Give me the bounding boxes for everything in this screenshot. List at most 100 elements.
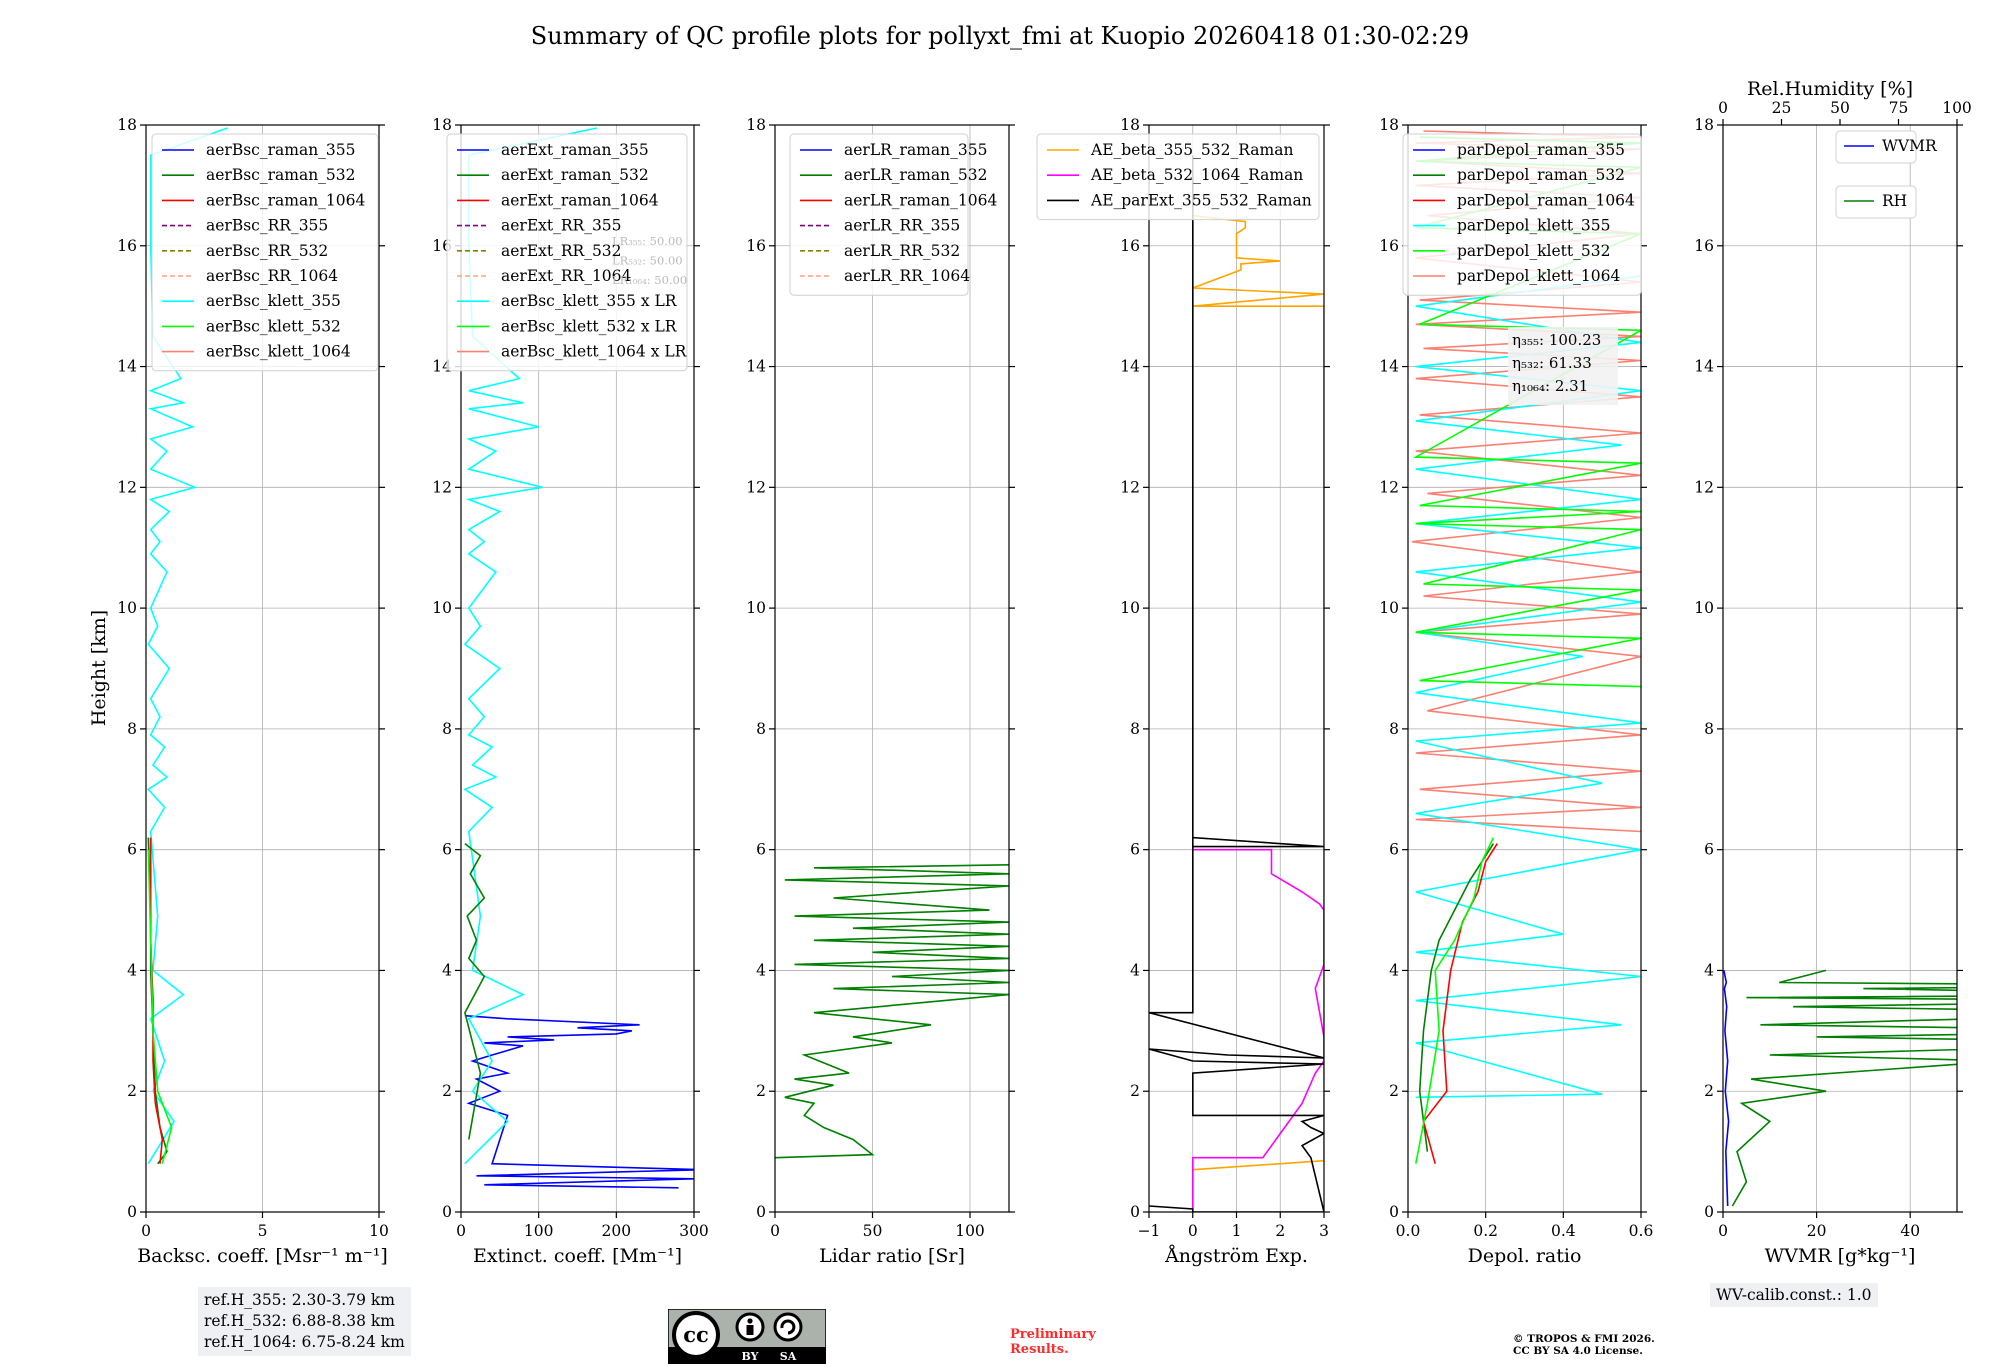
series-group <box>775 864 1009 1159</box>
x-tick-label: −1 <box>1138 1222 1161 1240</box>
y-tick-label: 2 <box>1389 1082 1399 1100</box>
y-tick-label: 12 <box>432 478 452 496</box>
annotation-text: LR₁₀₆₄: 50.00 <box>612 273 687 287</box>
legend-label: aerLR_raman_532 <box>844 166 987 184</box>
legend-box <box>789 133 969 296</box>
y-tick-label: 4 <box>756 961 766 979</box>
series-line-aerExt_raman_532 <box>464 842 486 1140</box>
annotation-text: η₁₀₆₄: 2.31 <box>1512 377 1588 395</box>
y-tick-label: 8 <box>442 720 452 738</box>
ref-height-532: ref.H_532: 6.88-8.38 km <box>204 1312 395 1330</box>
y-tick-label: 14 <box>1379 358 1399 376</box>
y-tick-label: 8 <box>1130 720 1140 738</box>
wv-calibration-box: WV-calib.const.: 1.0 <box>1710 1283 1878 1307</box>
copyright-note: © TROPOS & FMI 2026. CC BY SA 4.0 Licens… <box>1513 1333 1655 1357</box>
ref-height-355: ref.H_355: 2.30-3.79 km <box>204 1291 395 1309</box>
y-tick-label: 6 <box>756 841 766 859</box>
panel-wv: 0 20 40 0 2 4 6 8 10 12 14 16 18 WVMR [g*kg⁻¹] 0 25 50 75… <box>1694 78 1972 1267</box>
y-tick-label: 12 <box>1120 478 1140 496</box>
legend-label: RH <box>1882 192 1907 210</box>
top-x-tick-label: 0 <box>1718 99 1728 117</box>
y-tick-label: 6 <box>1389 841 1399 859</box>
axes-frame <box>1407 124 1642 1213</box>
y-tick-label: 16 <box>1379 237 1399 255</box>
legend-label: aerBsc_klett_532 <box>206 317 341 335</box>
y-tick-label: 18 <box>117 116 137 134</box>
top-x-tick-label: 50 <box>1830 99 1850 117</box>
legend-label: aerLR_RR_1064 <box>844 267 970 285</box>
copyright-line-2: CC BY SA 4.0 License. <box>1513 1345 1643 1357</box>
legend-label: aerLR_RR_532 <box>844 242 960 260</box>
y-tick-label: 4 <box>1389 961 1399 979</box>
x-tick-label: 40 <box>1900 1222 1920 1240</box>
x-tick-label: 10 <box>369 1222 389 1240</box>
legend-label: aerBsc_RR_355 <box>206 217 328 235</box>
legend-label: parDepol_klett_1064 <box>1457 267 1620 285</box>
y-tick-label: 0 <box>756 1203 766 1221</box>
top-x-tick-label: 75 <box>1889 99 1909 117</box>
y-tick-label: 2 <box>1130 1082 1140 1100</box>
legend-label: WVMR <box>1882 137 1938 155</box>
y-tick-label: 6 <box>1130 841 1140 859</box>
legend-box <box>1835 185 1917 219</box>
y-tick-label: 6 <box>127 841 137 859</box>
legend-label: aerExt_raman_355 <box>501 141 649 159</box>
legend-label: aerExt_RR_355 <box>501 217 622 235</box>
y-tick-label: 2 <box>1704 1082 1714 1100</box>
x-tick-label: 0 <box>141 1222 151 1240</box>
reference-heights-box: ref.H_355: 2.30-3.79 km ref.H_532: 6.88-… <box>198 1287 411 1356</box>
series-group <box>463 127 694 1189</box>
cc-label: cc <box>683 1322 709 1347</box>
x-tick-label: 2 <box>1275 1222 1285 1240</box>
x-tick-label: 100 <box>955 1222 985 1240</box>
y-tick-label: 14 <box>117 358 137 376</box>
y-tick-label: 18 <box>746 116 766 134</box>
y-tick-label: 16 <box>1694 237 1714 255</box>
series-line-parDepol_klett_532 (low) <box>1415 837 1495 1164</box>
legend-label: aerExt_RR_532 <box>501 242 622 260</box>
axes-frame <box>460 124 695 1213</box>
copyright-line-1: © TROPOS & FMI 2026. <box>1513 1333 1655 1345</box>
series-group <box>147 127 228 1165</box>
cc-sa-label: SA <box>780 1350 797 1363</box>
y-tick-label: 12 <box>1694 478 1714 496</box>
series-line-aerLR_raman_532 <box>775 864 1009 1159</box>
x-tick-label: 1 <box>1232 1222 1242 1240</box>
figure-title: Summary of QC profile plots for pollyxt_… <box>530 22 1470 50</box>
legend-label: AE_beta_355_532_Raman <box>1090 141 1293 159</box>
y-tick-label: 6 <box>1704 841 1714 859</box>
legend-box <box>446 133 688 372</box>
series-line-aerBsc_klett_355 <box>147 127 228 1165</box>
axes-frame <box>774 124 1010 1213</box>
legend-label: aerLR_raman_355 <box>844 141 987 159</box>
series-line-aerExt_raman_355 <box>464 1014 694 1189</box>
x-tick-label: 20 <box>1807 1222 1827 1240</box>
cc-by-label: BY <box>742 1350 759 1363</box>
y-tick-label: 12 <box>117 478 137 496</box>
legend-box <box>1036 133 1320 221</box>
y-tick-label: 18 <box>1379 116 1399 134</box>
legend-label: aerBsc_klett_355 <box>206 292 341 310</box>
legend-label: aerLR_raman_1064 <box>844 191 997 209</box>
x-tick-label: 100 <box>524 1222 554 1240</box>
y-tick-label: 10 <box>1120 599 1140 617</box>
legend-label: aerExt_raman_532 <box>501 166 649 184</box>
x-tick-label: 0 <box>456 1222 466 1240</box>
series-line-RH <box>1731 969 1957 1207</box>
y-tick-label: 2 <box>756 1082 766 1100</box>
x-tick-label: 0 <box>1188 1222 1198 1240</box>
y-tick-label: 2 <box>442 1082 452 1100</box>
y-tick-label: 10 <box>432 599 452 617</box>
y-tick-label: 18 <box>432 116 452 134</box>
y-tick-label: 4 <box>127 961 137 979</box>
axes-frame <box>1722 124 1958 1213</box>
annotation-box <box>1508 327 1618 405</box>
x-axis-label: Depol. ratio <box>1468 1245 1582 1267</box>
y-axis-label: Height [km] <box>88 610 110 726</box>
y-tick-label: 14 <box>1694 358 1714 376</box>
y-tick-label: 0 <box>1130 1203 1140 1221</box>
y-tick-label: 8 <box>1704 720 1714 738</box>
legend-label: aerBsc_RR_1064 <box>206 267 338 285</box>
preliminary-line-1: Preliminary <box>1010 1327 1096 1342</box>
